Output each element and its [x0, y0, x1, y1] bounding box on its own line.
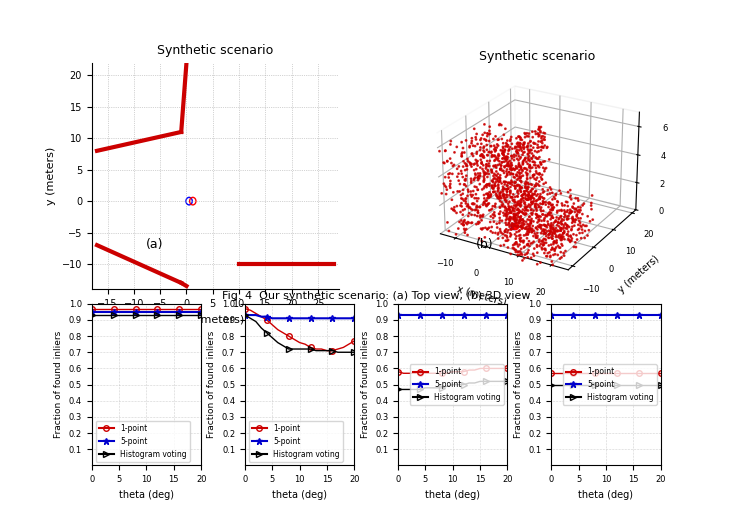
X-axis label: theta (deg): theta (deg)	[578, 490, 633, 500]
Legend: 1-point, 5-point, Histogram voting: 1-point, 5-point, Histogram voting	[563, 364, 657, 405]
Legend: 1-point, 5-point, Histogram voting: 1-point, 5-point, Histogram voting	[249, 421, 343, 462]
Legend: 1-point, 5-point, Histogram voting: 1-point, 5-point, Histogram voting	[410, 364, 504, 405]
Text: Fig. 4  Our synthetic scenario: (a) Top view, (b) 3D view: Fig. 4 Our synthetic scenario: (a) Top v…	[222, 291, 531, 301]
X-axis label: theta (deg): theta (deg)	[272, 490, 327, 500]
X-axis label: x (meters): x (meters)	[186, 314, 244, 324]
Title: Synthetic scenario: Synthetic scenario	[157, 44, 274, 58]
X-axis label: theta (deg): theta (deg)	[119, 490, 174, 500]
X-axis label: x (meters): x (meters)	[455, 284, 507, 308]
Y-axis label: Fraction of found inliers: Fraction of found inliers	[360, 331, 369, 438]
Text: (a): (a)	[145, 238, 163, 251]
X-axis label: theta (deg): theta (deg)	[425, 490, 480, 500]
Y-axis label: Fraction of found inliers: Fraction of found inliers	[208, 331, 217, 438]
Title: Synthetic scenario: Synthetic scenario	[479, 50, 595, 63]
Y-axis label: Fraction of found inliers: Fraction of found inliers	[514, 331, 523, 438]
Y-axis label: y (meters): y (meters)	[46, 147, 56, 205]
Text: (b): (b)	[476, 238, 493, 251]
Legend: 1-point, 5-point, Histogram voting: 1-point, 5-point, Histogram voting	[95, 421, 189, 462]
Y-axis label: Fraction of found inliers: Fraction of found inliers	[54, 331, 63, 438]
Y-axis label: y (meters): y (meters)	[616, 254, 661, 295]
